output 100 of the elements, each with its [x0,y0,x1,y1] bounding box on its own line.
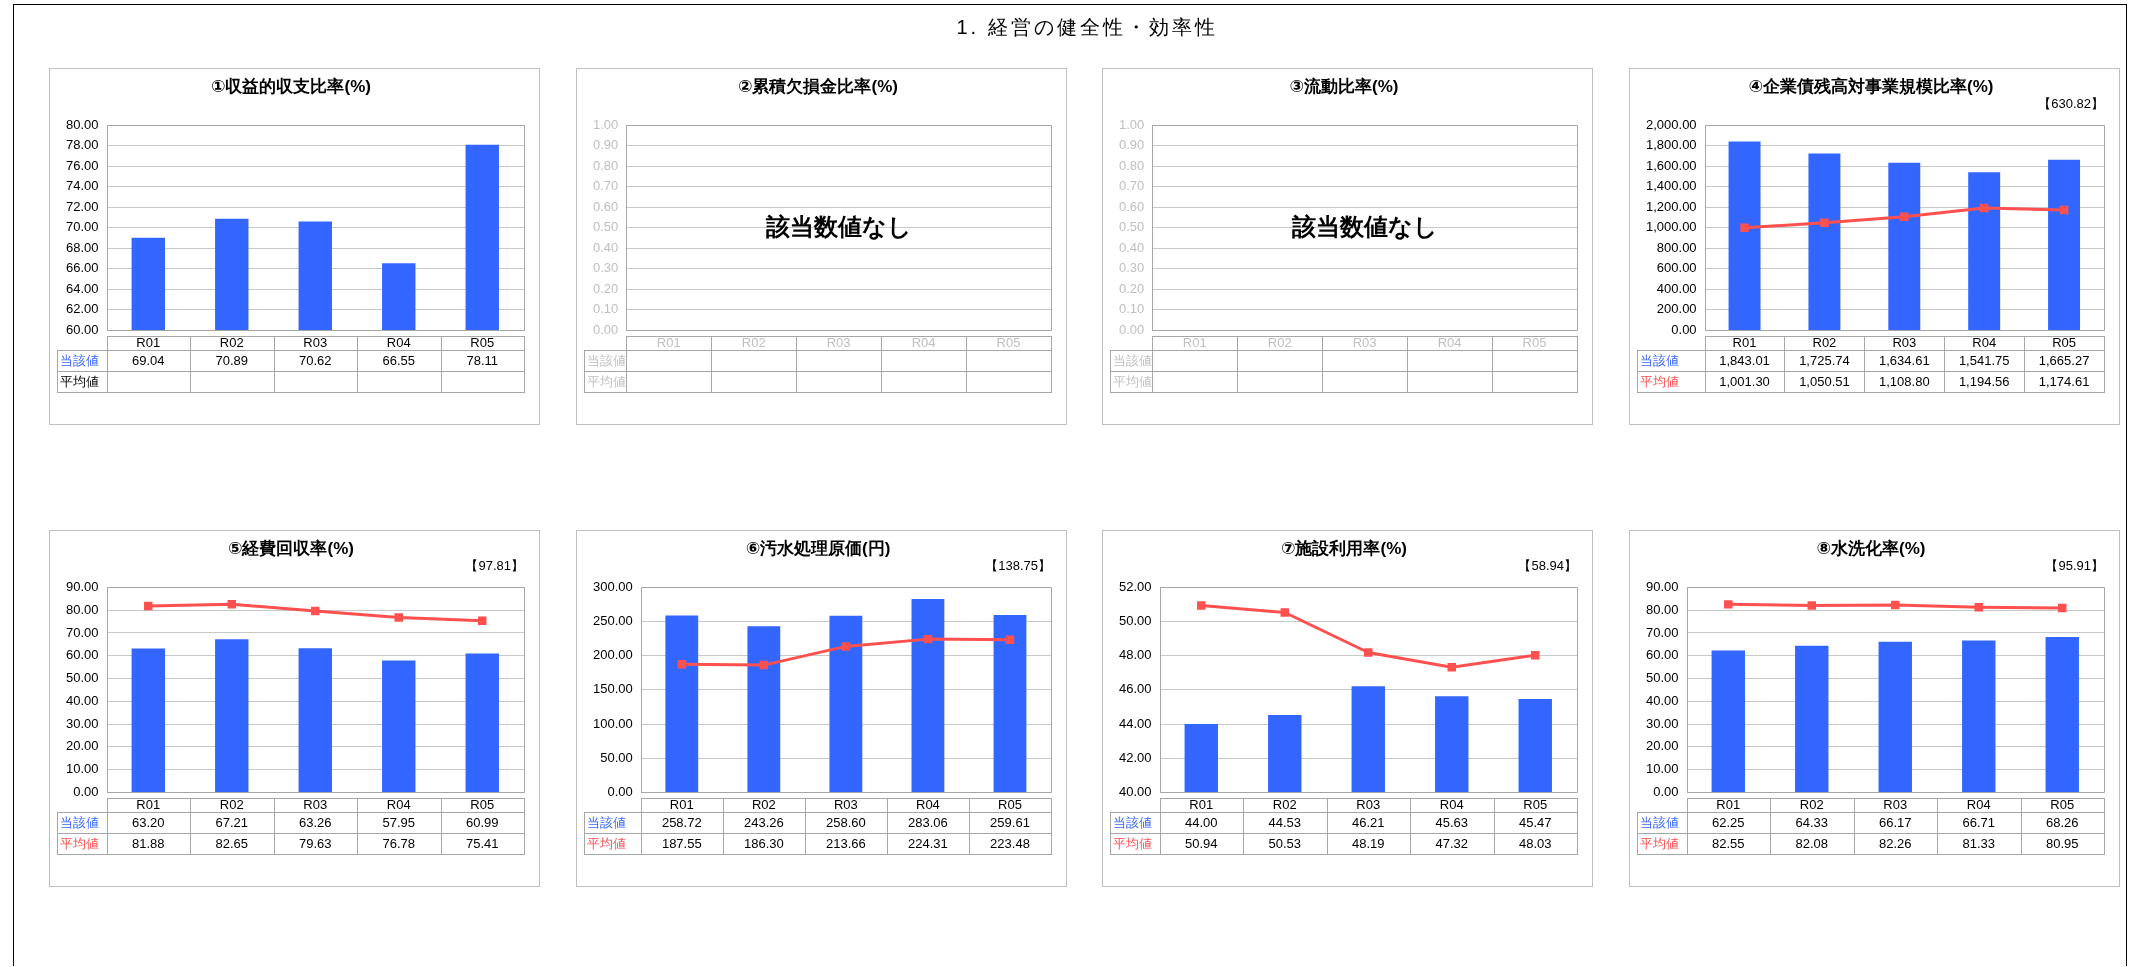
data-label: 243.26 [743,815,784,831]
x-tick-label: R05 [998,796,1022,812]
y-tick-label: 0.00 [1653,783,1679,799]
y-tick-label: 1,600.00 [1645,157,1697,173]
bar [1795,645,1829,792]
bar [298,648,332,792]
bar [131,648,165,792]
data-label: 82.08 [1795,836,1829,852]
y-tick-label: 50.00 [65,670,99,686]
y-tick-label: 60.00 [65,647,99,663]
y-tick-label: 1,400.00 [1645,178,1697,194]
legend-label: 平均値 [587,374,626,390]
text: 当該値 [1640,353,1679,369]
y-tick-label: 1,200.00 [1645,198,1697,214]
x-tick-label: R01 [1716,796,1741,812]
x-tick-label: R02 [219,796,244,812]
x-tick-label: R05 [2052,334,2076,350]
data-label: 283.06 [908,815,948,831]
y-tick-label: 46.00 [1118,681,1152,697]
y-tick-label: 40.00 [1645,692,1679,708]
y-tick-label: 150.00 [593,681,633,697]
y-tick-label: 50.00 [1645,670,1679,686]
y-tick-label: 90.00 [1645,578,1679,594]
data-label: 81.88 [132,836,165,852]
y-tick-label: 0.20 [592,280,619,296]
point [841,642,851,651]
x-tick-label: R03 [833,796,858,812]
chart-title: ⑦施設利用率(%) [1281,538,1407,558]
y-tick-label: 0.40 [1118,239,1145,255]
y-tick-label: 1,000.00 [1645,219,1697,235]
text: 【95.91】 [2045,557,2104,573]
text: 平均値 [60,836,99,852]
y-tick-label: 60.00 [1645,647,1679,663]
point [1740,223,1749,233]
data-label: 1,050.51 [1799,374,1850,390]
y-tick-label: 20.00 [65,738,99,754]
text: 当該値 [1113,353,1152,369]
y-tick-label: 30.00 [65,715,99,731]
data-label: 63.20 [132,815,165,831]
chart-title: ⑥汚水処理原価(円) [745,538,891,558]
data-label: 79.63 [298,836,332,852]
y-tick-label: 90.00 [65,578,99,594]
y-tick-label: 0.30 [1118,260,1145,276]
data-label: 1,108.80 [1879,374,1930,390]
data-label: 63.26 [298,815,332,831]
data-label: 60.99 [465,815,499,831]
text: 平均値 [1113,836,1152,852]
y-tick-label: 42.00 [1118,749,1152,765]
x-tick-label: R03 [1352,334,1377,350]
x-tick-label: R03 [1356,796,1381,812]
x-tick-label: R04 [1437,334,1462,350]
data-label: 213.66 [826,836,866,852]
y-tick-label: 64.00 [65,280,99,296]
y-tick-label: 0.80 [1118,157,1145,173]
x-tick-label: R05 [2050,796,2075,812]
x-tick-label: R04 [916,796,940,812]
y-tick-label: 200.00 [593,647,633,663]
point [1820,218,1829,227]
text: 当該値 [1640,815,1679,831]
data-label: 1,634.61 [1879,353,1930,369]
bar [465,653,499,792]
x-tick-label: R01 [656,334,681,350]
bar [382,660,416,792]
data-label: 46.21 [1351,815,1385,831]
x-tick-label: R04 [386,796,411,812]
bar [215,639,249,792]
chart-title: ⑧水洗化率(%) [1816,538,1926,558]
x-tick-label: R03 [1892,334,1917,350]
data-label: 1,843.01 [1719,353,1770,369]
data-label: 48.03 [1518,836,1552,852]
data-label: 80.95 [2045,836,2079,852]
y-tick-label: 0.00 [1118,321,1145,337]
y-tick-label: 40.00 [65,692,99,708]
data-label: 69.04 [132,353,165,369]
bar [1878,641,1912,792]
data-label: 187.55 [661,836,702,852]
x-tick-label: R02 [751,796,776,812]
point [1005,635,1015,644]
text: 平均値 [587,836,626,852]
point [1280,608,1290,617]
x-tick-label: R04 [911,334,936,350]
y-tick-label: 62.00 [65,301,99,317]
point [1900,212,1909,221]
bar [1888,162,1921,330]
data-label: 50.53 [1268,836,1302,852]
x-tick-label: R05 [1523,796,1548,812]
data-label: 44.53 [1268,815,1302,831]
x-tick-label: R04 [386,334,411,350]
y-tick-label: 0.60 [592,198,619,214]
y-tick-label: 0.70 [592,178,619,194]
chart-title: ④企業債残高対事業規模比率(%) [1748,76,1994,96]
x-tick-label: R01 [669,796,694,812]
x-tick-label: R02 [1799,796,1824,812]
data-label: 82.55 [1712,836,1745,852]
y-tick-label: 60.00 [65,321,99,337]
y-tick-label: 10.00 [1645,761,1679,777]
y-tick-label: 2,000.00 [1645,116,1697,132]
data-label: 81.33 [1962,836,1996,852]
data-label: 66.71 [1962,815,1996,831]
point [1447,663,1456,672]
